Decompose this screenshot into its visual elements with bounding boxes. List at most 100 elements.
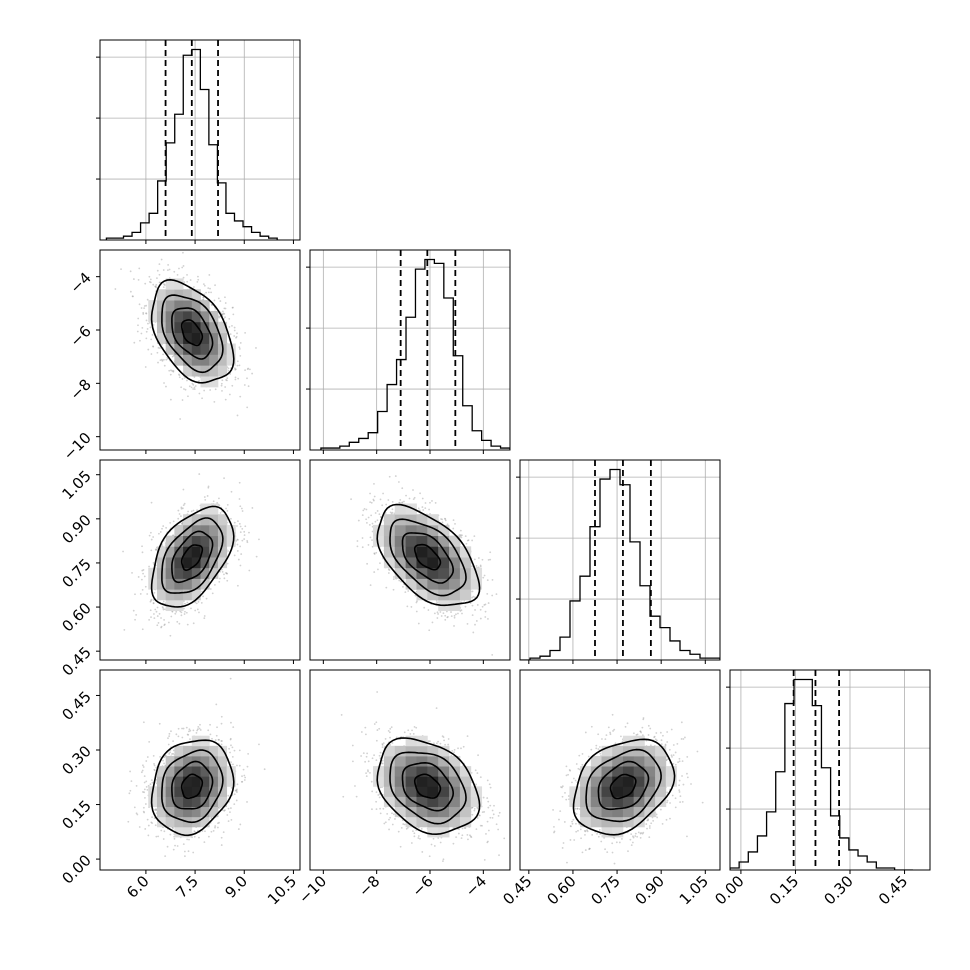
scatter-point <box>433 612 436 615</box>
scatter-point <box>191 382 194 385</box>
density-cell <box>156 300 167 312</box>
scatter-point <box>196 509 198 512</box>
scatter-point <box>210 303 213 306</box>
scatter-point <box>404 591 407 594</box>
scatter-point <box>173 270 176 273</box>
scatter-point <box>153 613 155 615</box>
scatter-point <box>238 364 241 367</box>
scatter-point <box>161 606 164 608</box>
scatter-point <box>356 545 359 548</box>
panel-0-1 <box>96 249 301 454</box>
scatter-point <box>431 621 434 624</box>
scatter-point <box>213 299 216 302</box>
scatter-point <box>143 305 146 307</box>
scatter-point <box>241 539 244 542</box>
scatter-point <box>221 379 224 382</box>
scatter-point <box>147 348 150 351</box>
scatter-point <box>143 307 146 310</box>
density-cell <box>174 332 184 344</box>
density-cell <box>209 343 219 355</box>
scatter-point <box>243 534 246 536</box>
scatter-point <box>149 531 152 534</box>
scatter-point <box>236 538 239 541</box>
scatter-point <box>186 280 189 283</box>
scatter-point <box>172 369 175 372</box>
scatter-point <box>246 377 248 380</box>
scatter-point <box>226 562 229 565</box>
scatter-point <box>214 388 217 391</box>
density-cell <box>183 300 193 312</box>
density-cell <box>165 332 175 344</box>
scatter-point <box>472 595 475 598</box>
density-cell <box>183 289 193 301</box>
scatter-point <box>240 507 243 510</box>
scatter-point <box>390 512 393 515</box>
scatter-point <box>446 616 449 619</box>
scatter-point <box>160 625 163 628</box>
scatter-point <box>376 510 379 512</box>
panel-frame <box>99 249 301 451</box>
scatter-point <box>238 522 241 525</box>
scatter-point <box>224 302 227 304</box>
density-cell <box>183 578 193 590</box>
density-cell <box>217 354 228 366</box>
scatter-point <box>169 521 172 524</box>
scatter-point <box>146 298 149 301</box>
scatter-point <box>150 353 153 355</box>
scatter-point <box>196 608 199 611</box>
density-cell <box>156 332 167 344</box>
scatter-point <box>233 326 236 329</box>
scatter-point <box>183 388 185 390</box>
scatter-point <box>428 508 430 511</box>
density-cell <box>165 546 175 558</box>
scatter-point <box>141 327 144 329</box>
density-cell <box>209 310 219 323</box>
scatter-point <box>238 346 241 349</box>
scatter-point <box>472 631 475 634</box>
density-cell <box>209 376 219 388</box>
scatter-point <box>248 368 251 371</box>
scatter-point <box>491 653 494 656</box>
scatter-point <box>188 385 191 388</box>
scatter-point <box>392 588 395 591</box>
scatter-point <box>214 284 216 287</box>
density-cell <box>209 557 219 569</box>
scatter-point <box>203 293 206 296</box>
scatter-point <box>221 313 224 316</box>
scatter-point <box>391 511 394 514</box>
scatter-point <box>369 501 372 504</box>
scatter-point <box>160 258 163 261</box>
scatter-point <box>162 353 164 356</box>
scatter-point <box>356 540 359 542</box>
scatter-point <box>182 265 185 267</box>
scatter-point <box>197 275 199 278</box>
scatter-point <box>152 345 155 348</box>
density-cell <box>174 589 184 601</box>
density-cell <box>183 310 193 323</box>
scatter-point <box>162 269 165 271</box>
scatter-point <box>365 508 368 511</box>
density-cell <box>183 365 193 377</box>
scatter-point <box>237 558 240 561</box>
density-cell <box>200 343 210 355</box>
scatter-point <box>120 268 122 271</box>
scatter-point <box>224 316 226 319</box>
scatter-point <box>165 358 168 361</box>
scatter-point <box>415 610 418 613</box>
scatter-point <box>230 517 232 520</box>
scatter-point <box>246 541 249 544</box>
scatter-point <box>134 593 136 596</box>
scatter-point <box>208 274 211 276</box>
scatter-point <box>441 518 444 521</box>
panel-0-0 <box>96 39 301 244</box>
scatter-point <box>405 494 407 497</box>
density-cell <box>165 557 175 569</box>
density-cell <box>183 524 193 537</box>
scatter-point <box>228 393 231 396</box>
scatter-point <box>178 267 180 270</box>
density-cell <box>174 278 184 290</box>
scatter-point <box>159 531 162 533</box>
density-cell <box>226 535 236 547</box>
scatter-point <box>241 527 244 530</box>
scatter-point <box>486 592 489 595</box>
